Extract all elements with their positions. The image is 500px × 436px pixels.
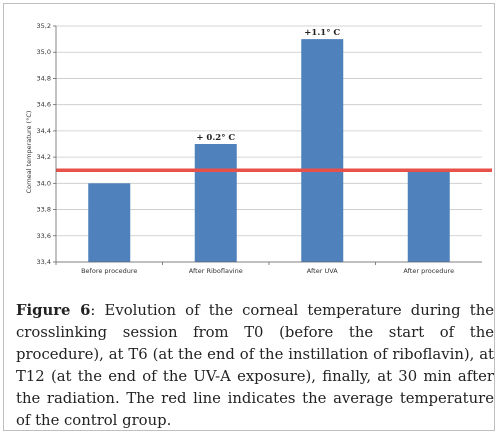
y-tick-label: 34,2 bbox=[37, 153, 51, 161]
y-tick-label: 33,4 bbox=[37, 258, 51, 266]
bar-chart: Corneal temperature (°C) + 0.2° C +1.1° C… bbox=[25, 22, 492, 275]
figure-label: Figure 6 bbox=[16, 302, 91, 319]
y-tick-label: 35,2 bbox=[37, 22, 51, 30]
y-tick-label: 34,8 bbox=[37, 74, 51, 82]
y-tick-label: 33,6 bbox=[37, 232, 51, 240]
data-label: + 0.2° C bbox=[196, 133, 235, 143]
y-tick-label: 34,6 bbox=[37, 101, 51, 109]
y-tick-label: 35,0 bbox=[37, 48, 51, 56]
x-tick-label: After procedure bbox=[403, 267, 454, 275]
figure-caption: Figure 6: Evolution of the corneal tempe… bbox=[16, 300, 494, 432]
bar bbox=[88, 183, 131, 262]
caption-text: : Evolution of the corneal temperature d… bbox=[16, 302, 495, 429]
figure-frame: Corneal temperature (°C) + 0.2° C +1.1° C… bbox=[3, 3, 495, 431]
x-tick-label: After Riboflavine bbox=[189, 267, 243, 275]
bar bbox=[301, 39, 344, 262]
bar bbox=[194, 144, 237, 262]
data-label: +1.1° C bbox=[304, 28, 340, 38]
x-tick-label: Before procedure bbox=[81, 267, 137, 275]
bar bbox=[407, 170, 450, 262]
y-tick-label: 34,4 bbox=[37, 127, 51, 135]
y-tick-label: 33,8 bbox=[37, 206, 51, 214]
x-tick-label: After UVA bbox=[307, 267, 338, 275]
y-axis-label: Corneal temperature (°C) bbox=[25, 111, 33, 194]
y-tick-label: 34,0 bbox=[37, 179, 51, 187]
